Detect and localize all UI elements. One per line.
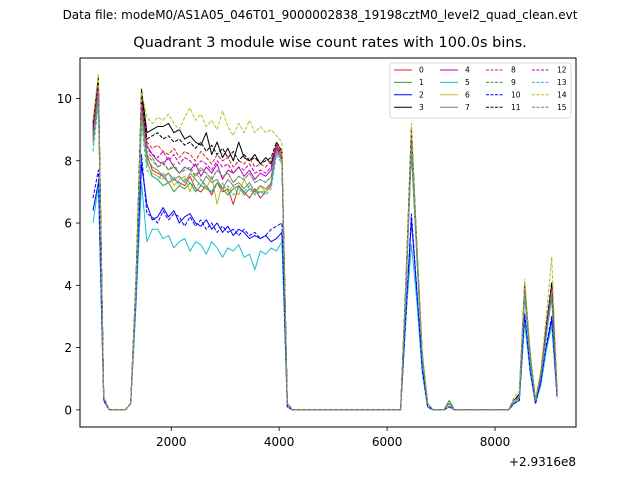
plot-frame xyxy=(79,57,577,428)
y-tick-label: 4 xyxy=(64,279,72,293)
legend-label-1: 1 xyxy=(419,78,424,87)
legend-label-12: 12 xyxy=(557,66,567,75)
legend-label-14: 14 xyxy=(557,91,567,100)
legend-label-0: 0 xyxy=(419,66,424,75)
series-line-15 xyxy=(92,91,558,411)
series-line-14 xyxy=(92,73,558,411)
legend-label-13: 13 xyxy=(557,78,567,87)
y-tick-label: 10 xyxy=(57,92,72,106)
series-line-13 xyxy=(92,104,558,411)
series-line-12 xyxy=(92,85,558,411)
y-tick-label: 2 xyxy=(64,341,72,355)
data-file-label: Data file: modeM0/AS1A05_046T01_90000028… xyxy=(62,8,578,22)
series-layer xyxy=(92,73,558,411)
x-offset-label: +2.9316e8 xyxy=(509,455,576,469)
legend-label-15: 15 xyxy=(557,103,567,112)
axis-layer: 2000 4000 6000 8000 0 2 4 6 8 10 xyxy=(57,92,511,449)
legend-label-9: 9 xyxy=(511,78,516,87)
x-tick-label: 6000 xyxy=(372,435,403,449)
legend-label-8: 8 xyxy=(511,66,516,75)
y-tick-label: 8 xyxy=(64,154,72,168)
legend-box xyxy=(389,62,572,119)
x-tick-label: 4000 xyxy=(264,435,295,449)
chart-title: Quadrant 3 module wise count rates with … xyxy=(133,35,527,51)
legend-label-3: 3 xyxy=(419,103,424,112)
y-tick-label: 0 xyxy=(64,403,72,417)
legend-label-7: 7 xyxy=(465,103,470,112)
y-tick-label: 6 xyxy=(64,217,72,231)
legend-label-2: 2 xyxy=(419,91,424,100)
legend-label-6: 6 xyxy=(465,91,470,100)
x-tick-label: 2000 xyxy=(156,435,187,449)
x-tick-label: 8000 xyxy=(480,435,511,449)
plot-area-background xyxy=(80,58,576,427)
legend-label-5: 5 xyxy=(465,78,470,87)
legend-label-4: 4 xyxy=(465,66,470,75)
legend-label-11: 11 xyxy=(511,103,521,112)
legend-label-10: 10 xyxy=(511,91,521,100)
